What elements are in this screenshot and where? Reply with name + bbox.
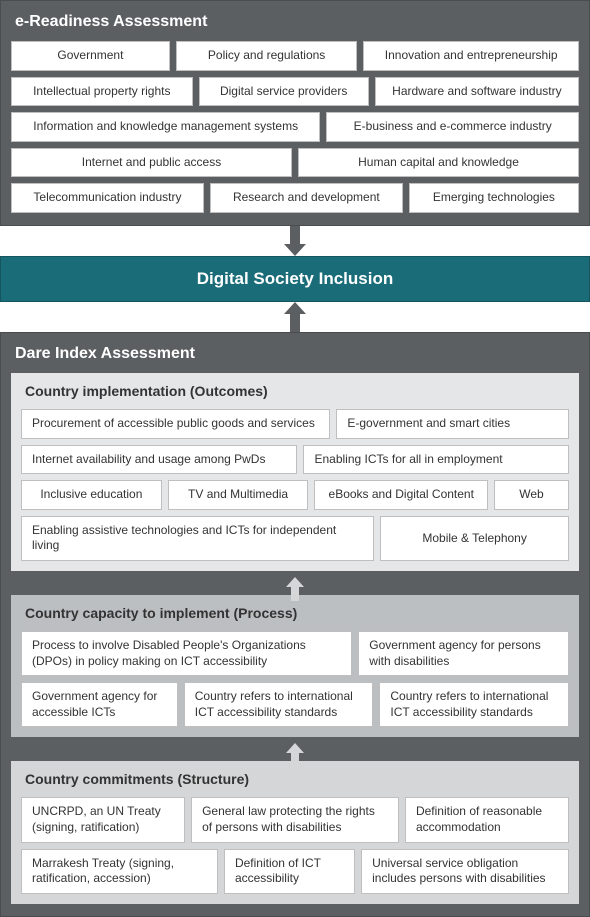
outcomes-item: TV and Multimedia [168, 480, 309, 510]
ereadiness-item: Emerging technologies [409, 183, 579, 213]
structure-item: Marrakesh Treaty (signing, ratification,… [21, 849, 218, 894]
outcomes-item: Mobile & Telephony [380, 516, 569, 561]
ereadiness-item: Internet and public access [11, 148, 292, 178]
ereadiness-item: E-business and e-commerce industry [326, 112, 579, 142]
outcomes-item: Web [494, 480, 569, 510]
ereadiness-item: Information and knowledge management sys… [11, 112, 320, 142]
outcomes-panel: Country implementation (Outcomes) Procur… [11, 373, 579, 571]
outcomes-boxes: Procurement of accessible public goods a… [21, 409, 569, 561]
dare-title: Dare Index Assessment [11, 343, 579, 365]
process-item: Country refers to international ICT acce… [184, 682, 374, 727]
outcomes-item: Enabling ICTs for all in employment [303, 445, 569, 475]
structure-item: Definition of ICT accessibility [224, 849, 355, 894]
ereadiness-item: Digital service providers [199, 77, 369, 107]
process-panel: Country capacity to implement (Process) … [11, 595, 579, 737]
ereadiness-item: Innovation and entrepreneurship [363, 41, 579, 71]
process-title: Country capacity to implement (Process) [21, 603, 569, 623]
structure-title: Country commitments (Structure) [21, 769, 569, 789]
structure-item: UNCRPD, an UN Treaty (signing, ratificat… [21, 797, 185, 842]
ereadiness-panel: e-Readiness Assessment Government Policy… [0, 0, 590, 226]
ereadiness-item: Government [11, 41, 170, 71]
arrow-up-small-icon [11, 737, 579, 761]
outcomes-item: Inclusive education [21, 480, 162, 510]
outcomes-item: E-government and smart cities [336, 409, 569, 439]
arrow-up-icon [0, 302, 590, 332]
ereadiness-boxes: Government Policy and regulations Innova… [11, 41, 579, 213]
structure-item: General law protecting the rights of per… [191, 797, 399, 842]
outcomes-item: Procurement of accessible public goods a… [21, 409, 330, 439]
structure-boxes: UNCRPD, an UN Treaty (signing, ratificat… [21, 797, 569, 893]
outcomes-item: Enabling assistive technologies and ICTs… [21, 516, 374, 561]
center-title: Digital Society Inclusion [197, 269, 393, 288]
dare-panel: Dare Index Assessment Country implementa… [0, 332, 590, 917]
process-item: Process to involve Disabled People's Org… [21, 631, 352, 676]
structure-item: Definition of reasonable accommodation [405, 797, 569, 842]
process-boxes: Process to involve Disabled People's Org… [21, 631, 569, 727]
outcomes-item: eBooks and Digital Content [314, 480, 488, 510]
arrow-up-small-icon [11, 571, 579, 595]
ereadiness-item: Policy and regulations [176, 41, 358, 71]
ereadiness-item: Human capital and knowledge [298, 148, 579, 178]
process-item: Government agency for accessible ICTs [21, 682, 178, 727]
ereadiness-item: Research and development [210, 183, 403, 213]
ereadiness-item: Telecommunication industry [11, 183, 204, 213]
process-item: Government agency for persons with disab… [358, 631, 569, 676]
structure-item: Universal service obligation includes pe… [361, 849, 569, 894]
outcomes-item: Internet availability and usage among Pw… [21, 445, 297, 475]
ereadiness-item: Intellectual property rights [11, 77, 193, 107]
ereadiness-title: e-Readiness Assessment [11, 11, 579, 33]
process-item: Country refers to international ICT acce… [379, 682, 569, 727]
center-bar: Digital Society Inclusion [0, 256, 590, 302]
structure-panel: Country commitments (Structure) UNCRPD, … [11, 761, 579, 903]
ereadiness-item: Hardware and software industry [375, 77, 579, 107]
arrow-down-icon [0, 226, 590, 256]
outcomes-title: Country implementation (Outcomes) [21, 381, 569, 401]
